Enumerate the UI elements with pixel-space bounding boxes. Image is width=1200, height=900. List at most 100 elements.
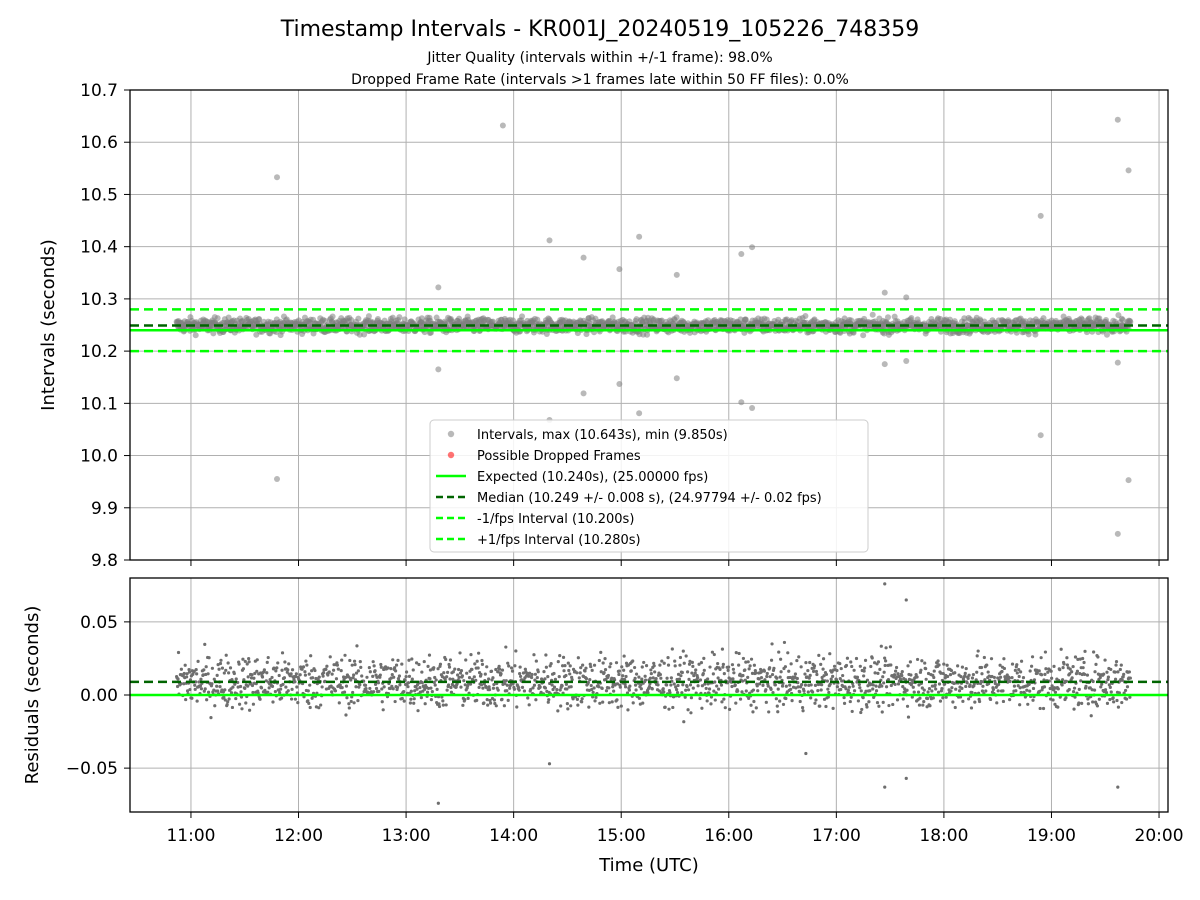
intervals-legend: Intervals, max (10.643s), min (9.850s) Po…	[429, 419, 869, 553]
residual-point	[637, 696, 642, 700]
residual-point	[980, 689, 985, 693]
residual-point	[1124, 697, 1129, 701]
residual-point	[979, 665, 984, 670]
residual-point	[652, 661, 656, 665]
residual-point	[922, 688, 926, 692]
residual-point	[380, 687, 384, 691]
residual-point	[497, 664, 501, 668]
residual-point	[755, 684, 759, 688]
residual-point	[290, 687, 294, 691]
residual-point	[569, 704, 573, 708]
residual-point	[975, 654, 979, 658]
residual-point	[924, 667, 928, 671]
residual-point	[233, 682, 237, 686]
interval-outlier-point	[903, 294, 910, 301]
residual-point	[749, 703, 753, 707]
residual-point	[776, 710, 780, 714]
residual-point	[476, 666, 480, 670]
interval-point	[225, 314, 232, 321]
residual-point	[1040, 673, 1044, 677]
residual-point	[950, 686, 954, 690]
residual-point	[925, 696, 930, 701]
residual-point	[539, 690, 543, 694]
residual-point	[456, 667, 461, 672]
residual-point	[492, 698, 496, 702]
residual-point	[1021, 676, 1026, 680]
residual-point	[580, 700, 584, 704]
residual-point	[882, 681, 886, 685]
residual-point	[828, 652, 832, 656]
interval-point	[1025, 331, 1032, 338]
residual-point	[436, 667, 440, 671]
legend-label: -1/fps Interval (10.200s)	[477, 512, 634, 527]
residual-point	[283, 660, 287, 664]
residual-point	[740, 690, 744, 694]
residual-point	[1109, 690, 1113, 694]
residual-point	[226, 661, 230, 665]
residual-point	[1042, 685, 1047, 689]
residual-point	[543, 686, 548, 690]
residual-point	[819, 662, 823, 666]
residual-point	[768, 675, 772, 679]
residual-point	[317, 706, 321, 710]
residual-point	[391, 687, 395, 691]
residual-point	[281, 682, 285, 686]
residual-point	[488, 701, 493, 705]
residual-point	[176, 650, 181, 655]
residual-point	[919, 668, 923, 672]
residual-point	[1123, 688, 1128, 693]
residual-point	[479, 672, 483, 677]
residual-point	[367, 666, 371, 670]
residual-point	[762, 669, 767, 673]
residual-point	[610, 676, 614, 680]
legend-label: Expected (10.240s), (25.00000 fps)	[477, 470, 708, 485]
residual-point	[960, 686, 964, 690]
residual-point	[887, 703, 891, 708]
residual-point	[723, 706, 727, 710]
residual-point	[506, 698, 510, 702]
interval-outlier-point	[1125, 477, 1132, 484]
residual-point	[1075, 669, 1079, 673]
residual-point	[203, 642, 207, 647]
residual-point	[741, 673, 745, 678]
interval-outlier-point	[881, 361, 888, 368]
residual-point	[675, 677, 679, 682]
interval-point	[1032, 331, 1039, 338]
residual-point	[806, 690, 810, 694]
residual-point	[336, 667, 340, 671]
residual-point	[748, 664, 752, 668]
residual-point	[875, 701, 880, 705]
residual-point	[800, 706, 805, 710]
residual-point	[649, 671, 653, 676]
residual-point	[190, 696, 194, 700]
residual-point	[1008, 698, 1012, 702]
residual-point	[1043, 672, 1047, 677]
legend-label: +1/fps Interval (10.280s)	[477, 533, 641, 548]
residual-point	[552, 671, 556, 676]
residual-point	[477, 685, 481, 690]
residual-point	[229, 691, 234, 695]
residual-point	[773, 683, 777, 687]
residual-point	[583, 669, 587, 673]
residual-point	[708, 665, 712, 669]
residual-point	[1085, 673, 1090, 677]
residual-point	[727, 707, 732, 711]
residual-point	[680, 670, 684, 675]
residual-point	[389, 667, 393, 671]
residual-point	[392, 675, 396, 679]
residual-point	[855, 675, 860, 679]
residual-point	[779, 657, 783, 661]
residual-point	[410, 677, 414, 681]
residual-point	[1076, 657, 1080, 661]
residual-point	[881, 700, 885, 705]
residual-point	[303, 673, 308, 677]
residual-point	[696, 684, 700, 688]
residual-point	[904, 678, 908, 682]
interval-outlier-point	[435, 366, 442, 373]
residual-point	[527, 703, 531, 707]
residual-point	[210, 666, 214, 670]
residual-point	[205, 698, 209, 702]
residual-point	[378, 673, 382, 677]
residual-point	[730, 663, 735, 667]
residual-point	[308, 705, 312, 710]
